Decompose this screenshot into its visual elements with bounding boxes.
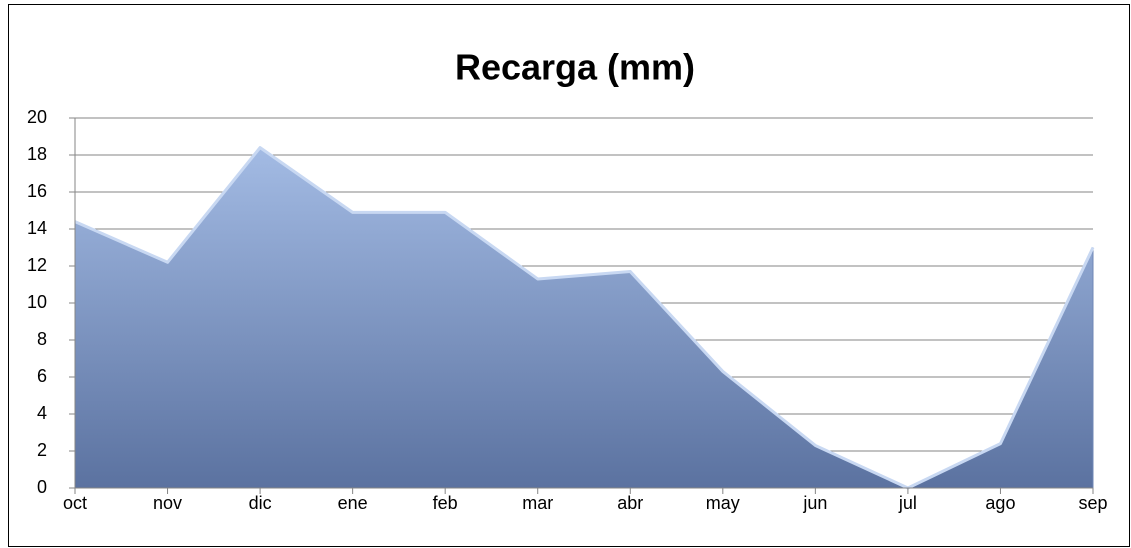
x-tick-label: jun <box>802 493 827 513</box>
y-tick-label: 20 <box>27 107 47 127</box>
x-tick-label: abr <box>617 493 643 513</box>
x-tick-label: mar <box>522 493 553 513</box>
x-tick-label: oct <box>63 493 87 513</box>
y-tick-label: 16 <box>27 181 47 201</box>
x-tick-label: feb <box>433 493 458 513</box>
area-edge <box>74 146 1095 490</box>
y-tick-label: 0 <box>37 477 47 497</box>
y-tick-label: 14 <box>27 218 47 238</box>
y-tick-label: 18 <box>27 144 47 164</box>
chart-title: Recarga (mm) <box>455 47 695 88</box>
x-tick-label: ago <box>985 493 1015 513</box>
y-tick-label: 4 <box>37 403 47 423</box>
x-tick-label: sep <box>1078 493 1107 513</box>
y-tick-label: 2 <box>37 440 47 460</box>
x-tick-label: jul <box>898 493 917 513</box>
y-tick-label: 6 <box>37 366 47 386</box>
y-tick-label: 8 <box>37 329 47 349</box>
x-tick-label: dic <box>249 493 272 513</box>
y-tick-label: 12 <box>27 255 47 275</box>
x-tick-label: nov <box>153 493 182 513</box>
x-tick-label: may <box>706 493 740 513</box>
y-tick-label: 10 <box>27 292 47 312</box>
x-tick-label: ene <box>338 493 368 513</box>
